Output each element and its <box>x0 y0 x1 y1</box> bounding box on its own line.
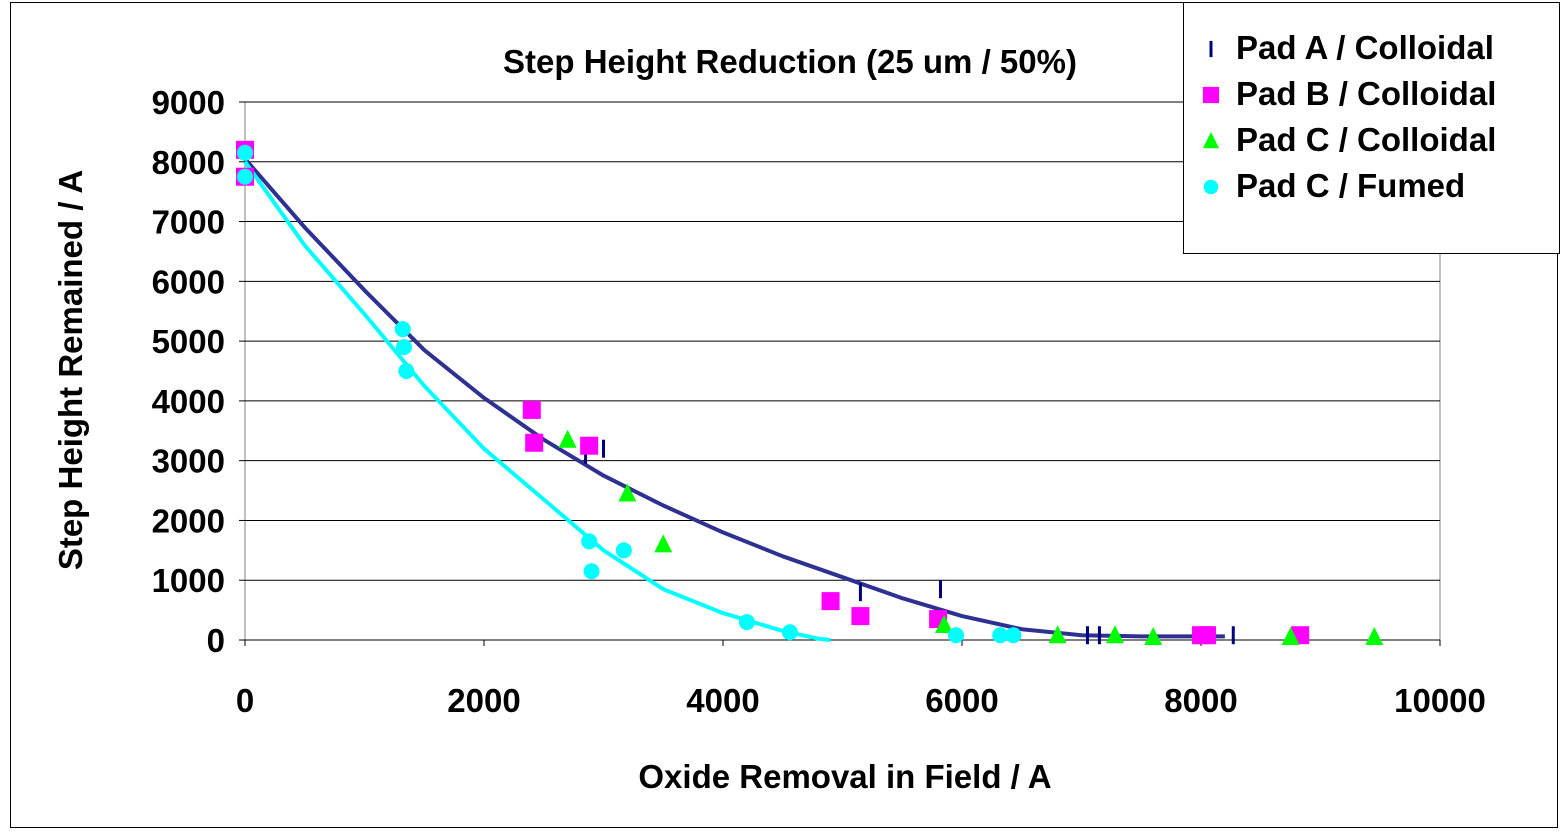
data-point <box>1105 625 1124 644</box>
data-point <box>992 627 1009 644</box>
data-point <box>654 534 673 553</box>
trendline-layer <box>243 157 1225 642</box>
y-tick-label: 1000 <box>152 562 225 599</box>
legend-marker <box>1202 132 1220 149</box>
legend-label: Pad B / Colloidal <box>1236 75 1497 112</box>
y-axis-label: Step Height Remained / A <box>52 170 89 570</box>
legend: Pad A / Colloidal Pad B / Colloidal Pad C … <box>1183 2 1560 254</box>
data-point <box>525 433 544 452</box>
data-point <box>948 627 965 644</box>
data-point <box>1005 627 1022 644</box>
data-point <box>558 429 577 448</box>
data-point <box>1281 627 1300 646</box>
y-tick-label: 6000 <box>152 263 225 300</box>
legend-marker <box>1209 40 1213 58</box>
x-tick-label: 6000 <box>925 682 998 719</box>
data-point <box>1197 626 1216 645</box>
legend-label: Pad C / Colloidal <box>1236 121 1497 158</box>
y-tick-label: 5000 <box>152 323 225 360</box>
data-point <box>237 144 253 161</box>
data-point <box>395 339 412 356</box>
y-tick-label: 4000 <box>152 383 225 420</box>
data-point <box>615 542 632 559</box>
legend-item: Pad A / Colloidal <box>1184 28 1559 68</box>
y-tick-label: 9000 <box>152 84 225 121</box>
y-tick-label: 2000 <box>152 502 225 539</box>
legend-label: Pad A / Colloidal <box>1236 29 1494 66</box>
y-tick-label: 8000 <box>152 144 225 181</box>
y-tick-label: 3000 <box>152 443 225 480</box>
y-tick-label: 0 <box>207 622 225 659</box>
legend-marker <box>1203 179 1219 195</box>
x-tick-label: 2000 <box>447 682 520 719</box>
y-tick-label: 7000 <box>152 204 225 241</box>
data-point <box>1048 625 1067 644</box>
x-tick-label: 8000 <box>1164 682 1237 719</box>
data-point <box>394 321 411 338</box>
data-point <box>580 436 599 455</box>
data-point <box>851 607 870 626</box>
data-point <box>1202 132 1220 149</box>
data-point <box>1144 627 1163 646</box>
data-point <box>1365 627 1384 646</box>
data-point <box>522 400 541 419</box>
data-point <box>738 614 755 631</box>
data-point <box>237 168 253 185</box>
data-point <box>935 615 954 634</box>
data-point <box>781 624 798 641</box>
legend-item: Pad B / Colloidal <box>1184 74 1559 114</box>
x-axis-label: Oxide Removal in Field / A <box>638 758 1051 795</box>
x-tick-label: 0 <box>236 682 254 719</box>
data-point <box>583 563 600 580</box>
data-point <box>618 483 637 502</box>
data-point <box>398 363 415 379</box>
x-tick-label: 10000 <box>1394 682 1486 719</box>
chart-title: Step Height Reduction (25 um / 50%) <box>503 43 1077 80</box>
legend-marker <box>1202 86 1220 104</box>
data-point <box>1203 179 1219 195</box>
data-point <box>581 533 598 550</box>
axis-layer: 0 1000 2000 3000 4000 5000 6000 7000 8000 9000 0 20… <box>152 84 1486 719</box>
legend-item: Pad C / Fumed <box>1184 166 1559 206</box>
legend-item: Pad C / Colloidal <box>1184 120 1559 160</box>
marker-layer <box>236 140 1384 646</box>
x-tick-label: 4000 <box>686 682 759 719</box>
legend-label: Pad C / Fumed <box>1236 167 1466 204</box>
data-point <box>1202 86 1220 104</box>
trendline <box>243 157 1225 639</box>
data-point <box>821 592 840 611</box>
